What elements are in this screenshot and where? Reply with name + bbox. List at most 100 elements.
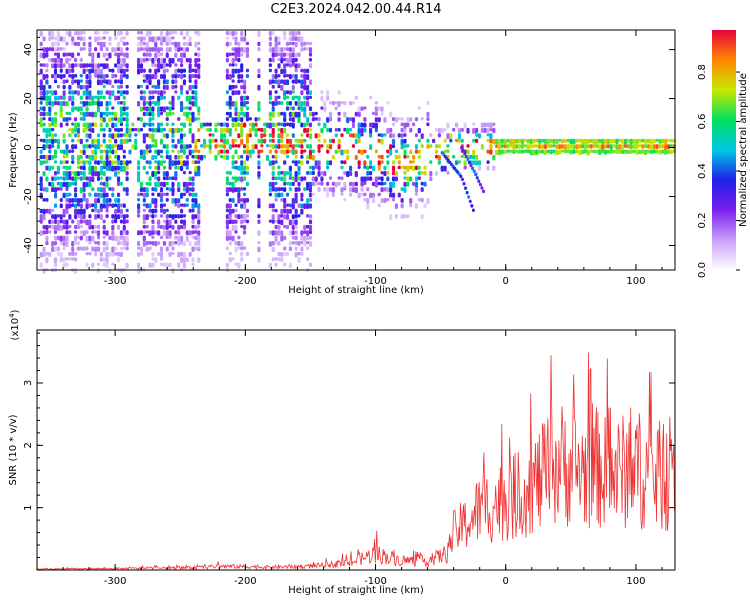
- spectrogram-cell: [400, 197, 404, 203]
- spectrogram-cell: [73, 79, 78, 84]
- spectrogram-cell: [569, 149, 573, 155]
- spectrogram-cell: [297, 117, 301, 124]
- spectrogram-cell: [317, 171, 321, 177]
- spectrogram-cell: [108, 127, 112, 133]
- spectrogram-cell: [420, 197, 424, 203]
- spectrogram-cell: [151, 133, 155, 140]
- spectrogram-cell: [495, 138, 499, 145]
- spectrogram-cell: [360, 176, 364, 183]
- spectrogram-cell: [142, 47, 146, 51]
- spectrogram-cell: [68, 197, 72, 204]
- spectrogram-cell: [572, 138, 576, 145]
- spectrogram-cell: [354, 138, 358, 145]
- spectrogram-cell: [157, 68, 161, 73]
- spectrogram-cell: [271, 106, 275, 112]
- spectrogram-cell: [71, 68, 75, 73]
- spectrogram-cell: [151, 208, 155, 214]
- spectrogram-cell: [88, 214, 92, 219]
- spectrogram-cell: [125, 246, 129, 251]
- spectrogram-cell: [76, 241, 81, 246]
- spectrogram-cell: [314, 133, 318, 139]
- spectrogram-cell: [377, 117, 381, 123]
- spectrogram-cell: [231, 90, 235, 96]
- spectrogram-cell: [283, 117, 287, 123]
- spectrogram-cell: [136, 160, 141, 166]
- spectrogram-cell: [119, 36, 124, 43]
- spectrogram-cell: [99, 117, 103, 122]
- spectrogram-cell: [403, 176, 407, 180]
- spectrogram-cell: [188, 122, 192, 127]
- spectrogram-cell: [417, 154, 421, 159]
- spectrogram-cell: [65, 181, 69, 188]
- spectrogram-cell: [240, 133, 244, 138]
- spectrogram-cell: [420, 144, 424, 149]
- spectrogram-cell: [151, 230, 155, 236]
- spectrogram-cell: [65, 171, 69, 178]
- spectrogram-cell: [280, 219, 284, 226]
- spectrogram-cell: [225, 30, 229, 36]
- spectrogram-cell: [242, 111, 247, 118]
- spectrogram-cell: [503, 138, 507, 145]
- spectrogram-cell: [228, 219, 232, 225]
- spectrogram-cell: [389, 111, 393, 118]
- spectrogram-cell: [91, 154, 95, 161]
- spectrogram-cell: [53, 52, 58, 56]
- spectrogram-cell: [111, 214, 115, 219]
- spectrogram-cell: [489, 133, 493, 140]
- spectrogram-cell: [68, 68, 72, 74]
- spectrogram-cell: [185, 235, 189, 242]
- spectrogram-cell: [177, 138, 181, 145]
- spectrogram-cell: [68, 165, 72, 171]
- spectrogram-cell: [472, 138, 476, 143]
- spectrogram-cell: [234, 165, 238, 170]
- spectrogram-cell: [300, 230, 304, 236]
- spectrogram-cell: [162, 84, 166, 90]
- spectrogram-cell: [85, 79, 89, 85]
- spectrogram-cell: [73, 214, 78, 220]
- spectrogram-cell: [162, 133, 166, 138]
- spectrogram-cell: [108, 176, 112, 181]
- spectrogram-cell: [271, 219, 275, 224]
- spectrogram-cell: [664, 138, 668, 145]
- spectrogram-cell: [165, 68, 169, 73]
- spectrogram-cell: [297, 203, 301, 208]
- spectrogram-cell: [225, 138, 229, 145]
- spectrogram-cell: [71, 257, 75, 261]
- spectrogram-cell: [79, 84, 83, 90]
- spectrogram-cell: [94, 95, 98, 99]
- spectrogram-cell: [497, 144, 502, 150]
- spectrogram-cell: [65, 230, 69, 235]
- spectrogram-cell: [592, 149, 596, 154]
- spectrogram-cell: [157, 241, 161, 246]
- spectrogram-cell: [165, 149, 169, 155]
- spectrogram-cell: [62, 117, 66, 122]
- spectrogram-cell: [300, 47, 304, 52]
- spectrogram-cell: [194, 84, 198, 90]
- spectrogram-cell: [245, 197, 250, 203]
- spectrogram-cell: [48, 117, 52, 122]
- spectrogram-cell: [82, 30, 86, 35]
- spectrogram-cell: [102, 79, 106, 84]
- spectrogram-cell: [79, 95, 83, 100]
- spectrogram-cell: [291, 219, 295, 225]
- spectrogram-cell: [306, 203, 310, 210]
- spectrogram-cell: [108, 117, 112, 123]
- spectrogram-cell: [360, 181, 364, 187]
- spectrogram-cell: [652, 138, 656, 144]
- spectrogram-cell: [51, 127, 55, 132]
- spectrogram-cell: [91, 127, 95, 134]
- spectrogram-cell: [612, 144, 616, 148]
- spectrogram-cell: [434, 144, 439, 149]
- spectrogram-cell: [277, 41, 281, 46]
- spectrogram-cell: [79, 176, 83, 181]
- spectrogram-cell: [111, 230, 115, 236]
- spectrogram-cell: [566, 149, 570, 154]
- spectrogram-cell: [119, 241, 124, 246]
- spectrogram-cell: [68, 30, 72, 37]
- spectrogram-cell: [154, 90, 158, 94]
- spectrogram-cell: [520, 138, 525, 145]
- spectrogram-cell: [105, 100, 109, 107]
- spectrogram-cell: [202, 154, 207, 159]
- spectrogram-cell: [191, 68, 195, 73]
- spectrogram-cell: [283, 47, 287, 51]
